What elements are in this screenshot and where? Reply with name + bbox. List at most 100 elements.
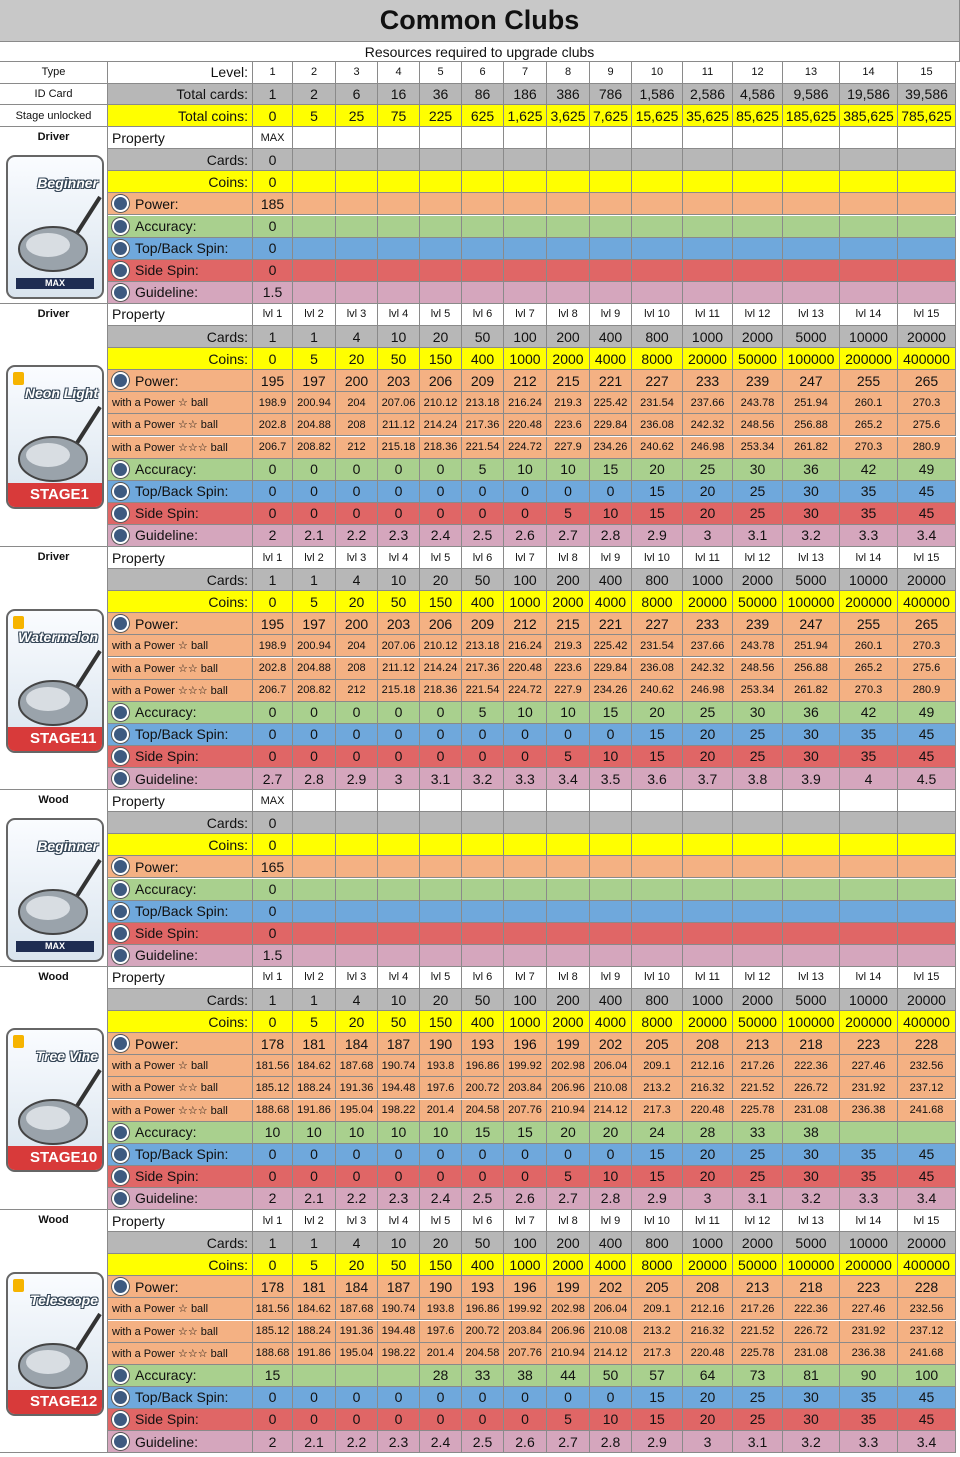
value-cell: 247 [783, 370, 840, 393]
value-cell [898, 149, 956, 172]
value-cell: 0 [420, 458, 462, 481]
value-cell [504, 215, 547, 238]
value-cell: 210.12 [420, 392, 462, 415]
value-cell [632, 900, 683, 923]
level-label: lvl 4 [378, 1210, 420, 1233]
value-cell: 2.6 [504, 1187, 547, 1210]
value-cell: 209 [462, 613, 504, 636]
row-label: Coins: [108, 1011, 253, 1034]
value-cell [293, 171, 336, 194]
value-cell [293, 149, 336, 172]
row-label-text: Coins: [208, 350, 248, 367]
value-cell: 211.12 [378, 414, 420, 437]
value-cell: 15 [632, 745, 683, 768]
row-icon [112, 1035, 129, 1053]
value-cell: 221 [590, 613, 632, 636]
row-label-text: Guideline: [135, 527, 199, 544]
value-cell: 400000 [898, 1254, 956, 1277]
value-cell: 261.82 [783, 436, 840, 459]
row-label-text: with a Power ☆ ball [112, 1060, 209, 1073]
value-cell: 184.62 [293, 1298, 336, 1321]
row-label: Accuracy: [108, 1364, 253, 1387]
card-badge: MAX [16, 941, 94, 953]
value-cell [632, 149, 683, 172]
value-cell: 226.72 [783, 1320, 840, 1343]
row-label: Guideline: [108, 524, 253, 547]
value-cell: 2 [253, 1187, 293, 1210]
value-cell: 2.6 [504, 1431, 547, 1454]
value-cell [293, 215, 336, 238]
value-cell: 3.1 [733, 524, 783, 547]
value-cell [336, 149, 378, 172]
value-cell: 0 [253, 259, 293, 282]
value-cell [632, 812, 683, 835]
value-cell: 3.4 [898, 524, 956, 547]
row-label-text: Coins: [208, 173, 248, 190]
level-label: lvl 3 [336, 1210, 378, 1233]
value-cell: 165 [253, 856, 293, 879]
value-cell: 1000 [683, 326, 733, 349]
row-label-text: Power: [135, 858, 179, 875]
value-cell: 15 [632, 1408, 683, 1431]
value-cell: 178 [253, 1276, 293, 1299]
value-cell: 228 [898, 1276, 956, 1299]
row-label: with a Power ☆☆☆ ball [108, 1342, 253, 1365]
value-cell: 197 [293, 613, 336, 636]
value-cell: 57 [632, 1364, 683, 1387]
value-cell [733, 149, 783, 172]
value-cell [336, 281, 378, 304]
header-value: 15 [898, 62, 956, 84]
level-label [898, 790, 956, 813]
row-label-text: Power: [135, 1278, 179, 1295]
value-cell: 35 [840, 1386, 898, 1409]
value-cell: 213.2 [632, 1077, 683, 1100]
value-cell: 247 [783, 613, 840, 636]
level-label: lvl 7 [504, 1210, 547, 1233]
value-cell: 1.5 [253, 944, 293, 967]
row-label: Side Spin: [108, 259, 253, 282]
row-label: with a Power ☆☆ ball [108, 414, 253, 437]
value-cell: 20000 [683, 348, 733, 371]
value-cell [293, 922, 336, 945]
level-label: lvl 9 [590, 303, 632, 326]
value-cell: 0 [462, 1408, 504, 1431]
row-label-text: with a Power ☆☆ ball [112, 419, 218, 432]
value-cell: 234.26 [590, 436, 632, 459]
value-cell: 213 [733, 1276, 783, 1299]
value-cell: 237.12 [898, 1077, 956, 1100]
value-cell [336, 259, 378, 282]
row-icon [112, 902, 129, 920]
value-cell: 10000 [840, 1232, 898, 1255]
value-cell: 0 [293, 1408, 336, 1431]
level-label [336, 127, 378, 150]
card-name: Tree Vine [35, 1048, 98, 1065]
value-cell: 196 [504, 1276, 547, 1299]
value-cell: 0 [462, 480, 504, 503]
value-cell: 45 [898, 502, 956, 525]
value-cell: 195 [253, 613, 293, 636]
row-label-text: Guideline: [135, 1433, 199, 1450]
value-cell: 5000 [783, 989, 840, 1012]
value-cell: 0 [378, 701, 420, 724]
level-label [547, 127, 590, 150]
value-cell: 5 [547, 1165, 590, 1188]
header-value: 3 [336, 62, 378, 84]
value-cell [547, 259, 590, 282]
row-icon [112, 460, 129, 478]
value-cell: 2.2 [336, 524, 378, 547]
value-cell: 400000 [898, 1011, 956, 1034]
value-cell: 0 [253, 878, 293, 901]
value-cell: 213.18 [462, 392, 504, 415]
value-cell: 0 [378, 1165, 420, 1188]
value-cell: 225.78 [733, 1099, 783, 1122]
level-label [840, 790, 898, 813]
value-cell: 44 [547, 1364, 590, 1387]
value-cell: 800 [632, 326, 683, 349]
value-cell: 38 [783, 1121, 840, 1144]
value-cell: 0 [504, 1165, 547, 1188]
level-label: lvl 14 [840, 303, 898, 326]
value-cell: 2.5 [462, 1431, 504, 1454]
value-cell: 15 [632, 1143, 683, 1166]
level-label: lvl 8 [547, 547, 590, 570]
value-cell: 1.5 [253, 281, 293, 304]
